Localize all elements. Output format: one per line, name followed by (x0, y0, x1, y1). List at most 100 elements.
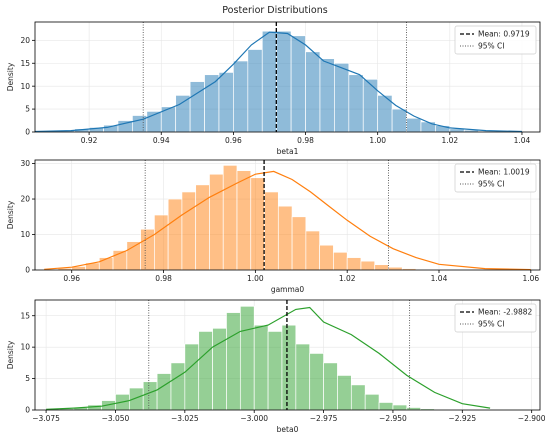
histogram-bar (261, 30, 278, 132)
y-tick-label: 15 (20, 311, 30, 320)
y-tick-label: 5 (25, 105, 30, 114)
x-tick-label: 1.00 (369, 136, 386, 145)
histogram-bar (222, 164, 238, 270)
legend-ci-label: 95% CI (478, 180, 505, 189)
x-tick-label: 0.96 (225, 136, 242, 145)
histogram-bar (226, 312, 241, 410)
histogram-bar (362, 78, 379, 132)
y-tick-label: 20 (20, 195, 30, 204)
legend-mean-label: Mean: -2.9882 (478, 308, 533, 317)
histogram-bar (346, 257, 362, 270)
histogram-bar (198, 331, 213, 410)
panel-beta1: 0.92 0.94 0.96 0.98 1.00 1.02 1.04 0 5 10 15 20 beta… (6, 21, 541, 156)
axes-frame (34, 299, 541, 411)
histogram-bar (281, 324, 297, 410)
legend-box (454, 163, 537, 193)
y-tick-label: 20 (20, 36, 30, 45)
histogram-bar (276, 30, 292, 132)
x-tick-label: −3.000 (240, 414, 268, 423)
histogram-bar (392, 404, 408, 410)
histogram-bar (170, 362, 186, 410)
histogram-bar (295, 343, 311, 410)
kde-curve (44, 170, 531, 270)
histogram-bar (374, 264, 389, 270)
x-tick-label: −3.075 (32, 414, 60, 423)
axes-frame (34, 159, 541, 271)
histogram-bar (391, 108, 407, 132)
legend-mean-label: Mean: 1.0019 (478, 168, 530, 177)
x-tick-label: 1.04 (431, 274, 448, 283)
x-axis-label: gamma0 (271, 285, 305, 294)
kde-curve (35, 31, 523, 132)
histogram-bar (333, 251, 348, 270)
histogram-bar (247, 49, 263, 132)
legend-ci-label: 95% CI (478, 42, 505, 51)
histogram-bar (267, 331, 283, 410)
histogram-bar (350, 384, 366, 410)
x-tick-label: −2.925 (448, 414, 476, 423)
histogram-bar (378, 402, 394, 410)
histogram-bar (195, 184, 210, 270)
x-tick-label: 0.98 (155, 274, 172, 283)
legend: Mean: -2.9882 95% CI (454, 303, 537, 333)
histogram-bar (420, 121, 436, 132)
histogram-bar (250, 177, 265, 270)
kde-curve (46, 306, 491, 410)
histogram-bar (364, 393, 380, 410)
figure-title: Posterior Distributions (222, 5, 327, 16)
histogram-bar (264, 191, 279, 270)
panel-gamma0: 0.96 0.98 1.00 1.02 1.04 1.06 0 10 20 30 gamma0 Den… (6, 159, 541, 294)
legend: Mean: 1.0019 95% CI (454, 163, 537, 193)
histogram-bar (236, 170, 252, 270)
y-tick-label: 0 (25, 266, 30, 275)
y-tick-label: 10 (20, 343, 30, 352)
histogram-bar (406, 117, 422, 132)
histogram-bar (277, 205, 293, 270)
histogram-bar (184, 343, 200, 410)
histogram-bar (334, 62, 350, 132)
histogram-bar (388, 266, 403, 270)
x-axis-label: beta1 (277, 147, 299, 156)
x-tick-label: 1.04 (514, 136, 531, 145)
y-tick-label: 30 (20, 159, 30, 168)
y-tick-label: 10 (20, 82, 30, 91)
histogram-bar (209, 173, 224, 270)
histogram-bar (239, 305, 255, 410)
x-tick-label: −3.050 (102, 414, 130, 423)
legend-box (454, 25, 537, 55)
panel-beta0: −3.075 −3.050 −3.025 −3.000 −2.975 −2.950 −2.9… (6, 299, 546, 434)
histogram-bar (290, 35, 306, 132)
histogram-bar (291, 216, 307, 270)
y-axis-label: Density (6, 62, 15, 91)
legend-mean-label: Mean: 0.9719 (478, 30, 530, 39)
histogram-bar (218, 72, 234, 132)
histogram-bar (167, 198, 183, 270)
histogram-bar (305, 51, 321, 132)
histogram-bar (128, 387, 144, 410)
histogram-bar (323, 362, 338, 410)
histogram-bar (360, 260, 376, 270)
y-tick-label: 0 (25, 128, 30, 137)
histogram-bar (189, 81, 205, 132)
x-tick-label: −2.975 (310, 414, 338, 423)
y-axis-label: Density (6, 200, 15, 229)
histogram-bar (181, 191, 197, 270)
x-tick-label: −2.950 (379, 414, 407, 423)
histogram-bar (175, 94, 191, 132)
x-tick-label: 1.02 (441, 136, 458, 145)
x-tick-label: 0.96 (63, 274, 80, 283)
y-tick-label: 15 (20, 59, 30, 68)
histogram-bar (309, 353, 324, 410)
histogram-bar (337, 375, 352, 410)
x-tick-label: 1.00 (247, 274, 264, 283)
x-tick-label: 0.94 (153, 136, 170, 145)
histogram-bar (253, 324, 269, 410)
x-tick-label: 0.92 (81, 136, 98, 145)
y-tick-label: 0 (25, 406, 30, 415)
histogram-bar (319, 244, 334, 270)
legend-ci-label: 95% CI (478, 320, 505, 329)
x-tick-label: −3.025 (171, 414, 199, 423)
legend: Mean: 0.9719 95% CI (454, 25, 537, 55)
histogram-bars (43, 164, 444, 270)
histogram-bar (156, 373, 172, 410)
